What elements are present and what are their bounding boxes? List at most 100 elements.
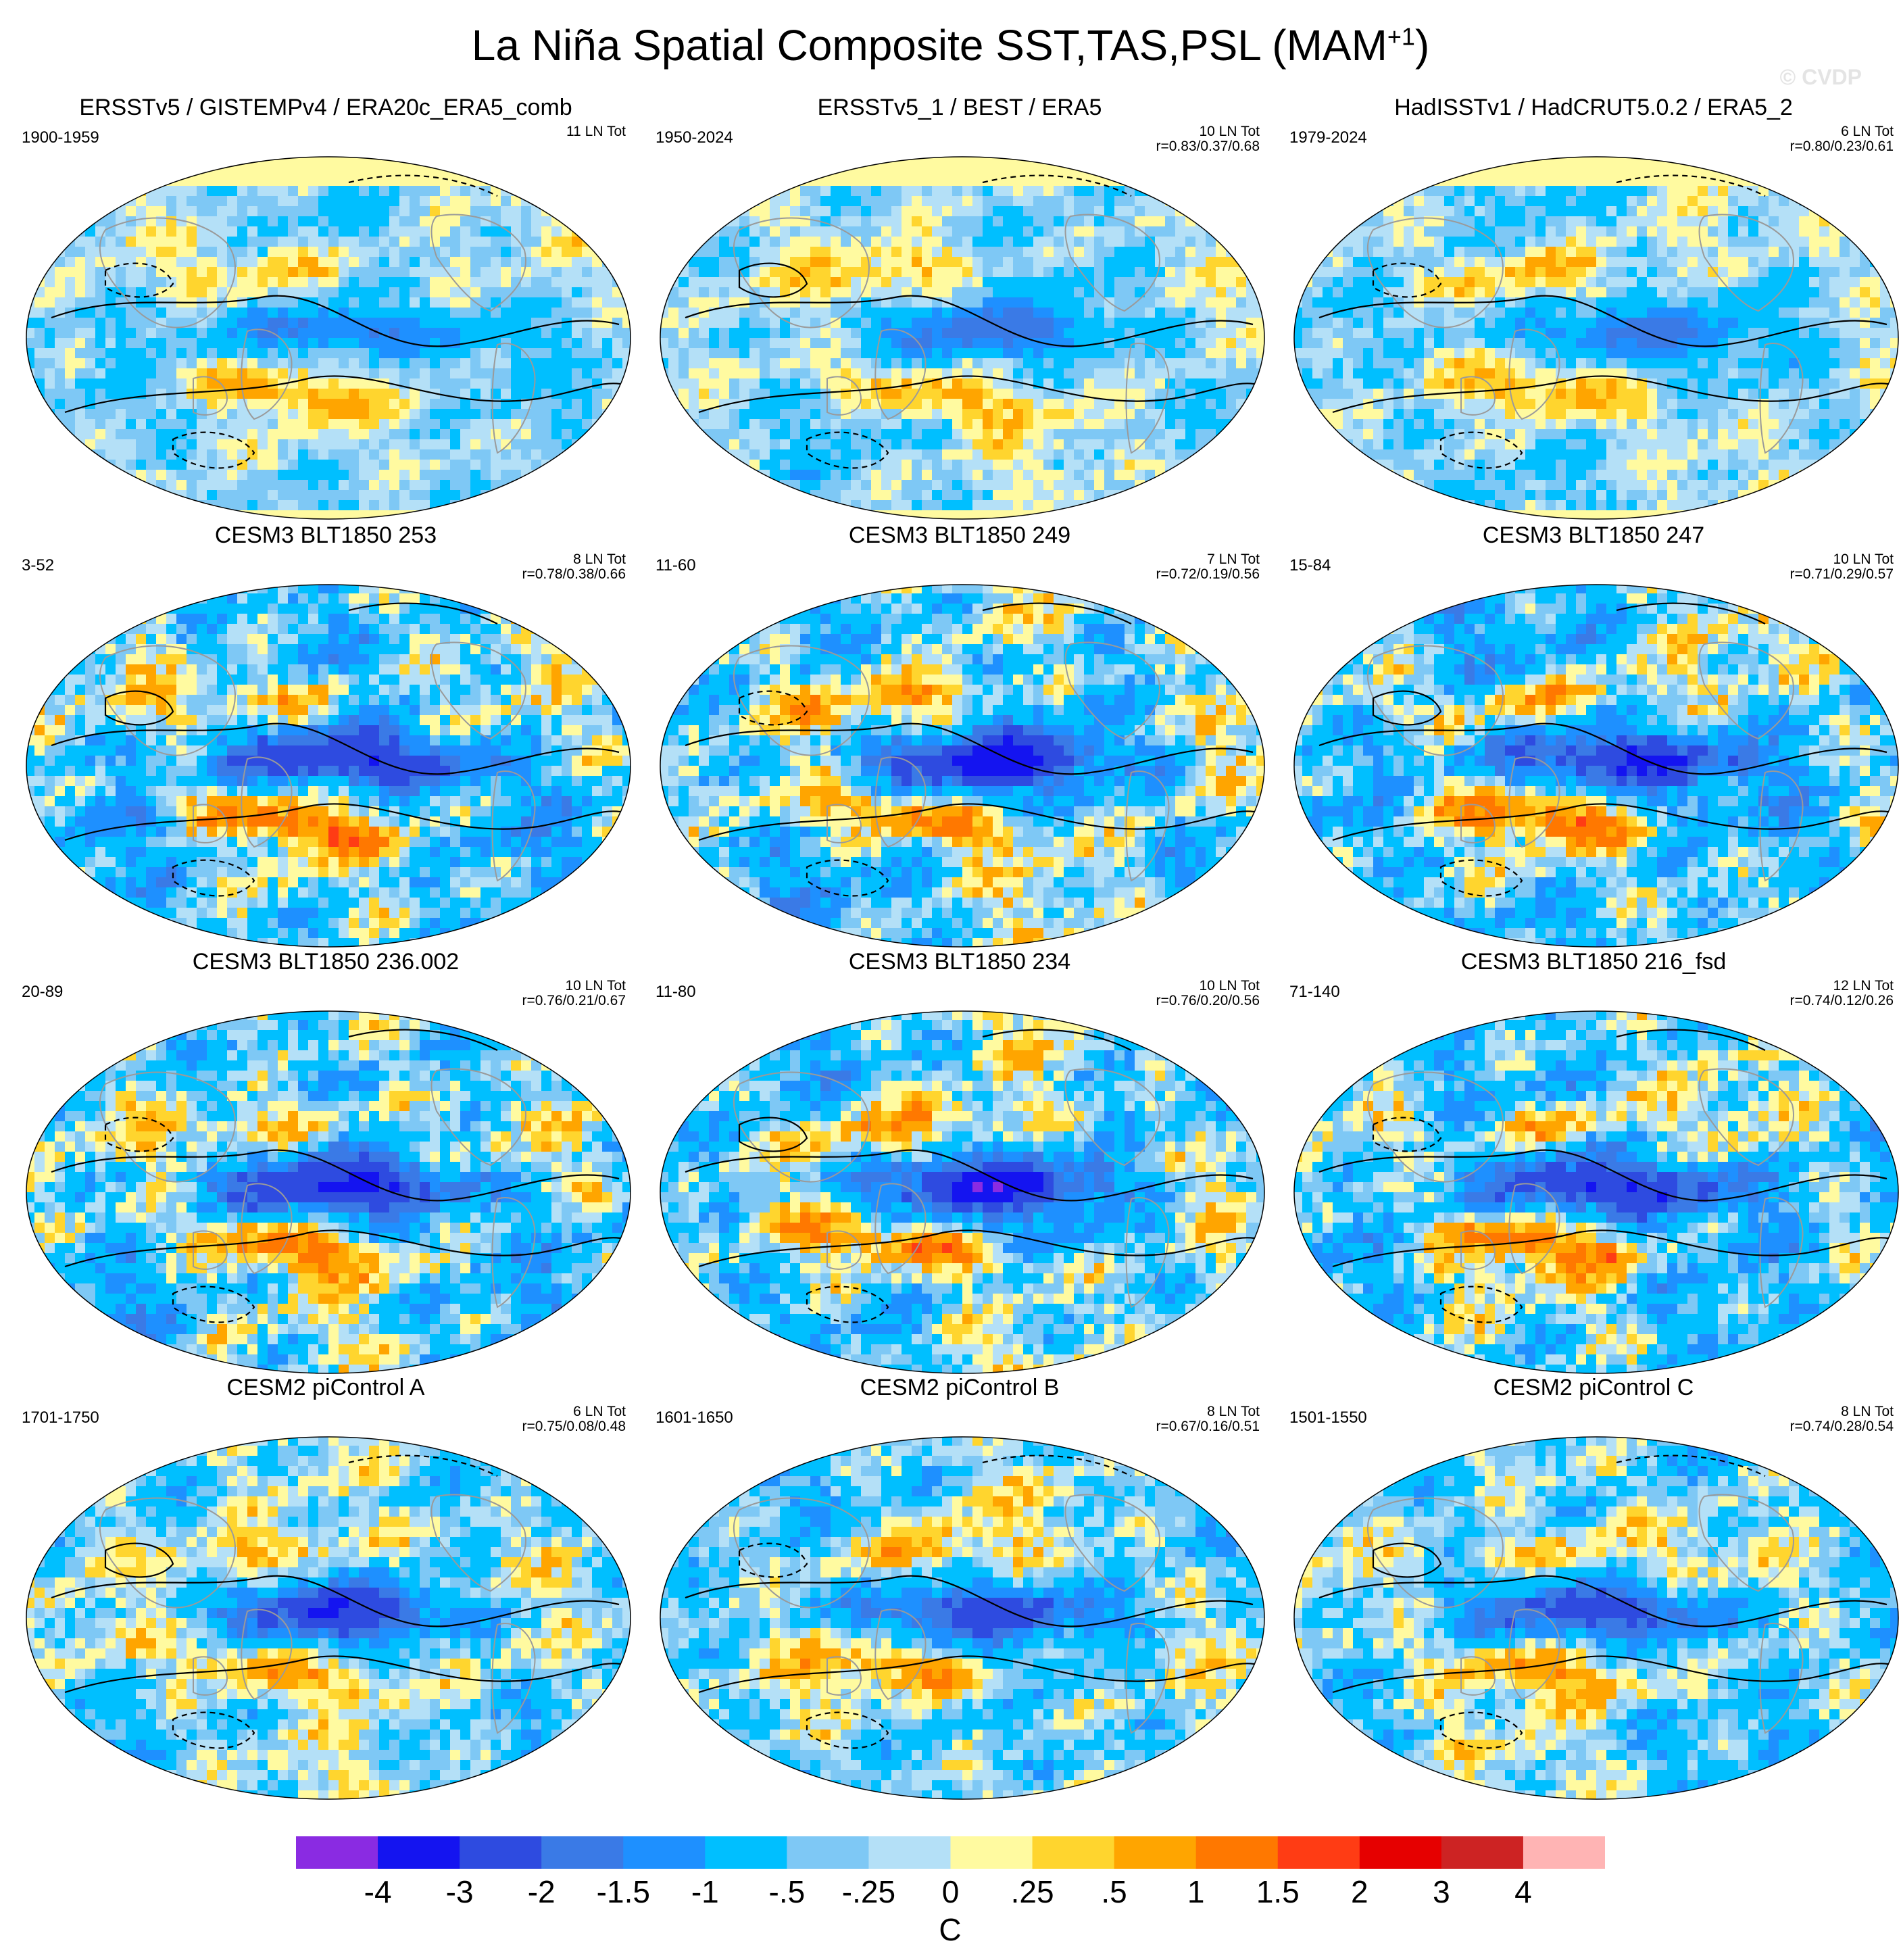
anomaly-cell [1043, 399, 1054, 410]
anomaly-cell [760, 409, 770, 420]
anomaly-cell [420, 237, 430, 247]
anomaly-cell [1616, 216, 1627, 227]
anomaly-cell [95, 277, 106, 288]
anomaly-cell [1094, 510, 1105, 519]
anomaly-cell [399, 389, 410, 399]
anomaly-cell [1424, 226, 1435, 237]
anomaly-cell [470, 318, 481, 328]
anomaly-cell [45, 287, 55, 298]
anomaly-cell [247, 378, 258, 389]
anomaly-cell [810, 419, 821, 430]
anomaly-cell [660, 510, 669, 519]
anomaly-cell [1236, 480, 1247, 491]
anomaly-cell [389, 328, 400, 339]
anomaly-cell [55, 247, 66, 258]
anomaly-cell [660, 399, 669, 410]
anomaly-cell [1647, 206, 1658, 217]
anomaly-cell [1043, 257, 1054, 268]
anomaly-cell [65, 439, 76, 450]
anomaly-cell [379, 449, 390, 460]
anomaly-cell [1003, 216, 1014, 227]
anomaly-cell [1145, 186, 1156, 197]
anomaly-cell [369, 237, 380, 247]
anomaly-cell [922, 439, 933, 450]
anomaly-cell [612, 186, 623, 197]
anomaly-cell [1383, 206, 1394, 217]
anomaly-cell [962, 389, 973, 399]
anomaly-cell [217, 439, 228, 450]
anomaly-cell [1850, 186, 1860, 197]
anomaly-cell [389, 399, 400, 410]
anomaly-cell [1373, 257, 1384, 268]
anomaly-cell [105, 358, 116, 369]
anomaly-cell [952, 206, 963, 217]
anomaly-cell [146, 368, 157, 379]
anomaly-cell [739, 247, 750, 258]
anomaly-cell [699, 510, 710, 519]
anomaly-cell [349, 439, 360, 450]
anomaly-cell [1556, 247, 1566, 258]
anomaly-cell [1850, 157, 1860, 166]
anomaly-cell [176, 510, 187, 519]
anomaly-cell [318, 439, 329, 450]
anomaly-cell [851, 500, 862, 511]
anomaly-cell [912, 318, 922, 328]
anomaly-cell [116, 358, 126, 369]
anomaly-cell [34, 470, 45, 481]
anomaly-cell [582, 338, 593, 349]
anomaly-cell [810, 480, 821, 491]
anomaly-cell [420, 226, 430, 237]
anomaly-cell [760, 449, 770, 460]
anomaly-cell [871, 176, 882, 187]
anomaly-cell [1819, 226, 1830, 237]
anomaly-cell [1718, 237, 1729, 247]
anomaly-cell [1383, 186, 1394, 197]
anomaly-cell [126, 439, 137, 450]
anomaly-cell [359, 449, 370, 460]
anomaly-cell [1566, 257, 1577, 268]
anomaly-cell [187, 429, 197, 440]
anomaly-cell [349, 449, 360, 460]
anomaly-cell [770, 237, 781, 247]
anomaly-cell [410, 216, 420, 227]
anomaly-cell [1616, 237, 1627, 247]
anomaly-cell [1246, 480, 1257, 491]
anomaly-cell [45, 419, 55, 430]
anomaly-cell [668, 500, 679, 511]
coastline [826, 376, 862, 416]
anomaly-cell [1185, 470, 1196, 481]
anomaly-cell [369, 157, 380, 166]
anomaly-cell [288, 460, 299, 470]
anomaly-cell [126, 399, 137, 410]
anomaly-cell [1444, 196, 1455, 207]
anomaly-cell [699, 176, 710, 187]
anomaly-cell [247, 257, 258, 268]
anomaly-cell [278, 247, 289, 258]
anomaly-cell [1424, 206, 1435, 217]
anomaly-cell [1003, 318, 1014, 328]
anomaly-cell [820, 358, 831, 369]
anomaly-cell [227, 318, 238, 328]
anomaly-cell [491, 267, 501, 278]
anomaly-cell [176, 419, 187, 430]
anomaly-cell [1084, 216, 1095, 227]
anomaly-cell [1185, 358, 1196, 369]
anomaly-cell [881, 389, 892, 399]
anomaly-cell [1155, 226, 1166, 237]
anomaly-cell [831, 226, 841, 237]
anomaly-cell [993, 186, 1004, 197]
anomaly-cell [480, 257, 491, 268]
anomaly-cell [1819, 166, 1830, 176]
anomaly-cell [993, 490, 1004, 501]
anomaly-cell [26, 196, 35, 207]
anomaly-cell [491, 297, 501, 308]
anomaly-cell [709, 186, 720, 197]
anomaly-cell [739, 429, 750, 440]
anomaly-cell [1216, 206, 1227, 217]
anomaly-cell [891, 490, 902, 501]
anomaly-cell [379, 480, 390, 491]
anomaly-cell [749, 378, 760, 389]
anomaly-cell [1084, 267, 1095, 278]
anomaly-cell [699, 297, 710, 308]
anomaly-cell [932, 216, 943, 227]
